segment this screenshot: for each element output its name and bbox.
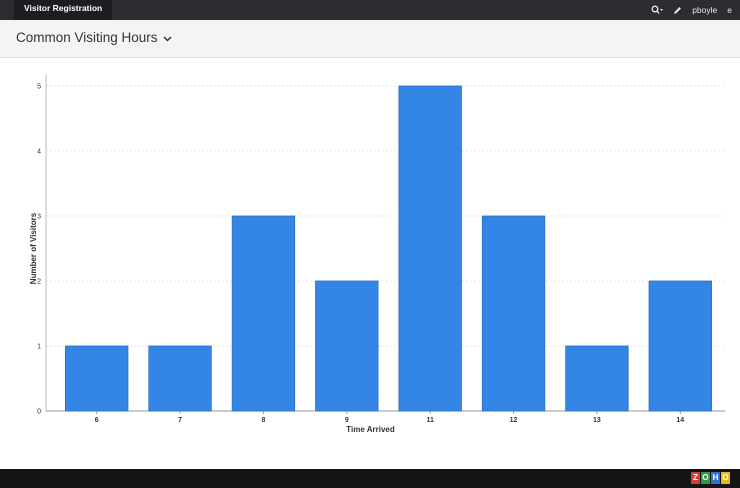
x-tick-label: 11	[426, 417, 434, 424]
chevron-down-icon[interactable]	[163, 30, 172, 45]
y-tick-label: 1	[37, 344, 41, 351]
x-tick-label: 13	[593, 417, 601, 424]
chart-area: 0 1 2 3 4 5 6 7 8 9 11 12 13 14 Time Arrived Number of …	[0, 59, 740, 469]
chart-bar	[148, 345, 212, 412]
y-tick-label: 3	[37, 214, 41, 221]
x-axis-title: Time Arrived	[346, 425, 395, 434]
logo-letter: Z	[691, 472, 700, 484]
top-navigation-bar: Visitor Registration pboyle e	[0, 0, 740, 20]
user-name[interactable]: pboyle	[692, 5, 718, 15]
page-header: Common Visiting Hours	[0, 20, 740, 58]
search-icon[interactable]	[651, 5, 664, 15]
page-title: Common Visiting Hours	[16, 30, 158, 45]
chart-bar	[565, 345, 629, 412]
y-tick-label: 5	[37, 84, 41, 91]
pencil-icon[interactable]	[673, 6, 682, 15]
y-tick-label: 0	[37, 409, 41, 416]
chart-bar	[648, 280, 712, 412]
logo-letter: O	[701, 472, 710, 484]
chart-bar	[231, 215, 296, 412]
logo-letter: O	[721, 472, 730, 484]
topbar-actions: pboyle e	[651, 0, 732, 20]
chart-bar	[398, 85, 462, 412]
x-tick-label: 7	[178, 417, 182, 424]
logo-letter: H	[711, 472, 720, 484]
app-tab-visitor-registration[interactable]: Visitor Registration	[14, 0, 113, 20]
x-tick-label: 14	[676, 417, 684, 424]
chart-bar	[65, 345, 129, 412]
chart-bar	[315, 280, 379, 412]
report-title-dropdown[interactable]: Common Visiting Hours	[16, 30, 172, 45]
x-tick-label: 9	[345, 417, 349, 424]
y-tick-label: 2	[37, 279, 41, 286]
y-tick-label: 4	[37, 149, 41, 156]
y-axis-title: Number of Visitors	[29, 212, 38, 284]
topbar-extra[interactable]: e	[727, 5, 732, 15]
x-tick-label: 8	[261, 417, 265, 424]
x-tick-label: 6	[95, 417, 99, 424]
x-tick-label: 12	[510, 417, 518, 424]
chart-bar	[481, 215, 546, 412]
